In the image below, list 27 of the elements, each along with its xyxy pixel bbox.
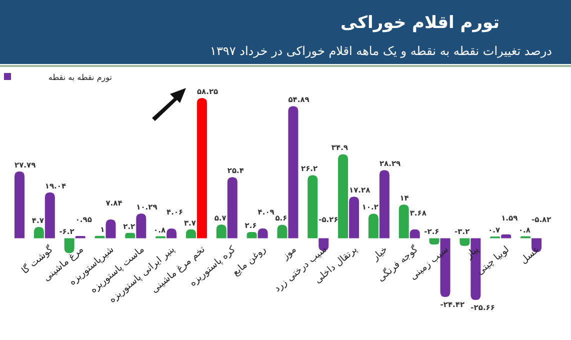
bar bbox=[338, 154, 348, 238]
bar bbox=[136, 213, 146, 238]
bar bbox=[227, 177, 238, 238]
bar bbox=[277, 224, 288, 238]
bar bbox=[429, 238, 440, 244]
bar bbox=[368, 214, 378, 238]
bar bbox=[196, 98, 207, 238]
bar bbox=[246, 232, 257, 238]
x-tick-label: پیاز bbox=[463, 244, 482, 262]
bar bbox=[216, 224, 226, 238]
bar bbox=[106, 219, 116, 238]
bar bbox=[125, 232, 136, 238]
chart-title: تورم اقلام خوراکی bbox=[340, 13, 500, 33]
bar bbox=[288, 106, 298, 238]
x-tick-label: عسل bbox=[518, 244, 542, 266]
legend: تورم نقطه به نقطه bbox=[4, 73, 112, 82]
bar bbox=[14, 171, 24, 238]
bar bbox=[349, 196, 360, 238]
bar bbox=[44, 192, 55, 238]
x-tick-label: خیار bbox=[370, 244, 390, 264]
bar bbox=[398, 204, 409, 238]
x-tick-label: موز bbox=[280, 244, 299, 263]
bar bbox=[379, 170, 390, 238]
bar bbox=[308, 175, 318, 238]
bar bbox=[470, 238, 481, 300]
chart-subtitle: درصد تغییرات نقطه به نقطه و یک ماهه اقلام خوراکی در خرداد ۱۳۹۷ bbox=[210, 44, 552, 58]
bar bbox=[501, 234, 512, 238]
